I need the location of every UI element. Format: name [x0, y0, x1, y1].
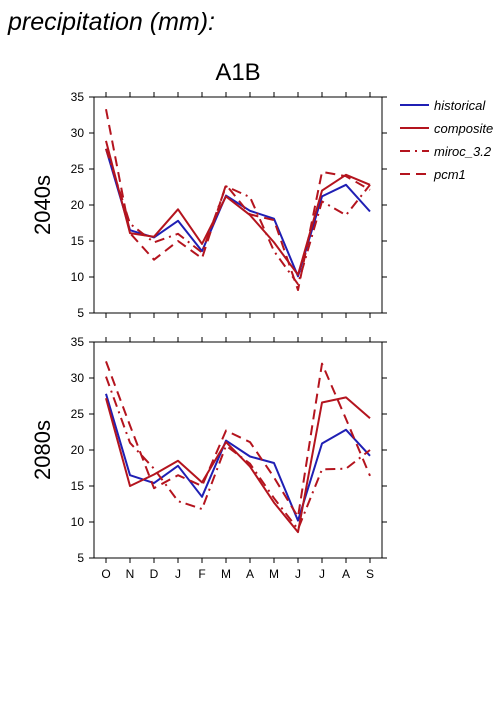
x-tick-label: O	[101, 567, 110, 581]
x-tick-label: D	[150, 567, 159, 581]
x-tick-label: F	[198, 567, 205, 581]
panel-2080s: 5 10 15 20 25 30 35 2080s	[30, 335, 387, 565]
series-line-miroc_3.2	[105, 376, 371, 531]
panel-2040s: 5 10 15 20 25 30 35 2040s	[30, 90, 387, 320]
x-tick-label: N	[126, 567, 135, 581]
y-tick-label: 15	[71, 234, 85, 248]
x-tick-label: J	[295, 567, 301, 581]
x-tick-label: J	[319, 567, 325, 581]
y-tick-label: 15	[71, 479, 85, 493]
y-tick-label: 10	[71, 270, 85, 284]
series-line-composite	[105, 396, 371, 534]
row-label: 2040s	[30, 175, 55, 235]
x-tick-label: A	[342, 567, 350, 581]
y-tick-label: 10	[71, 515, 85, 529]
series-line-pcm1	[105, 361, 371, 518]
x-tick-label: S	[366, 567, 374, 581]
legend-label: historical	[434, 98, 486, 113]
series-line-composite	[105, 140, 371, 276]
series-line-historical	[105, 393, 371, 522]
chart-title: A1B	[215, 59, 260, 86]
row-label: 2080s	[30, 420, 55, 480]
x-tick-label: A	[246, 567, 254, 581]
plot-frame	[93, 341, 383, 559]
series-line-pcm1	[105, 109, 371, 291]
legend-item-composite: composite	[400, 121, 493, 136]
y-tick-label: 25	[71, 407, 85, 421]
legend-label: composite	[434, 121, 493, 136]
y-tick-label: 35	[71, 335, 85, 349]
series-line-miroc_3.2	[105, 148, 371, 286]
y-tick-label: 30	[71, 371, 85, 385]
y-tick-label: 5	[77, 551, 84, 565]
series-line-historical	[105, 148, 371, 278]
y-tick-label: 20	[71, 198, 85, 212]
y-tick-label: 5	[77, 306, 84, 320]
panels: 5 10 15 20 25 30 35 2040s 5 10 15 20 25 30 35 2080s O N D J…	[30, 90, 387, 581]
legend-label: miroc_3.2	[434, 144, 492, 159]
x-tick-label: M	[221, 567, 231, 581]
legend-label: pcm1	[433, 167, 466, 182]
y-tick-label: 25	[71, 162, 85, 176]
y-tick-label: 20	[71, 443, 85, 457]
page-title: precipitation (mm):	[7, 8, 215, 36]
legend-item-miroc_3.2: miroc_3.2	[400, 144, 492, 159]
legend-item-pcm1: pcm1	[400, 167, 466, 182]
y-tick-label: 30	[71, 126, 85, 140]
x-tick-label: M	[269, 567, 279, 581]
y-tick-label: 35	[71, 90, 85, 104]
legend: historical composite miroc_3.2 pcm1	[400, 98, 493, 182]
legend-item-historical: historical	[400, 98, 486, 113]
x-tick-label: J	[175, 567, 181, 581]
